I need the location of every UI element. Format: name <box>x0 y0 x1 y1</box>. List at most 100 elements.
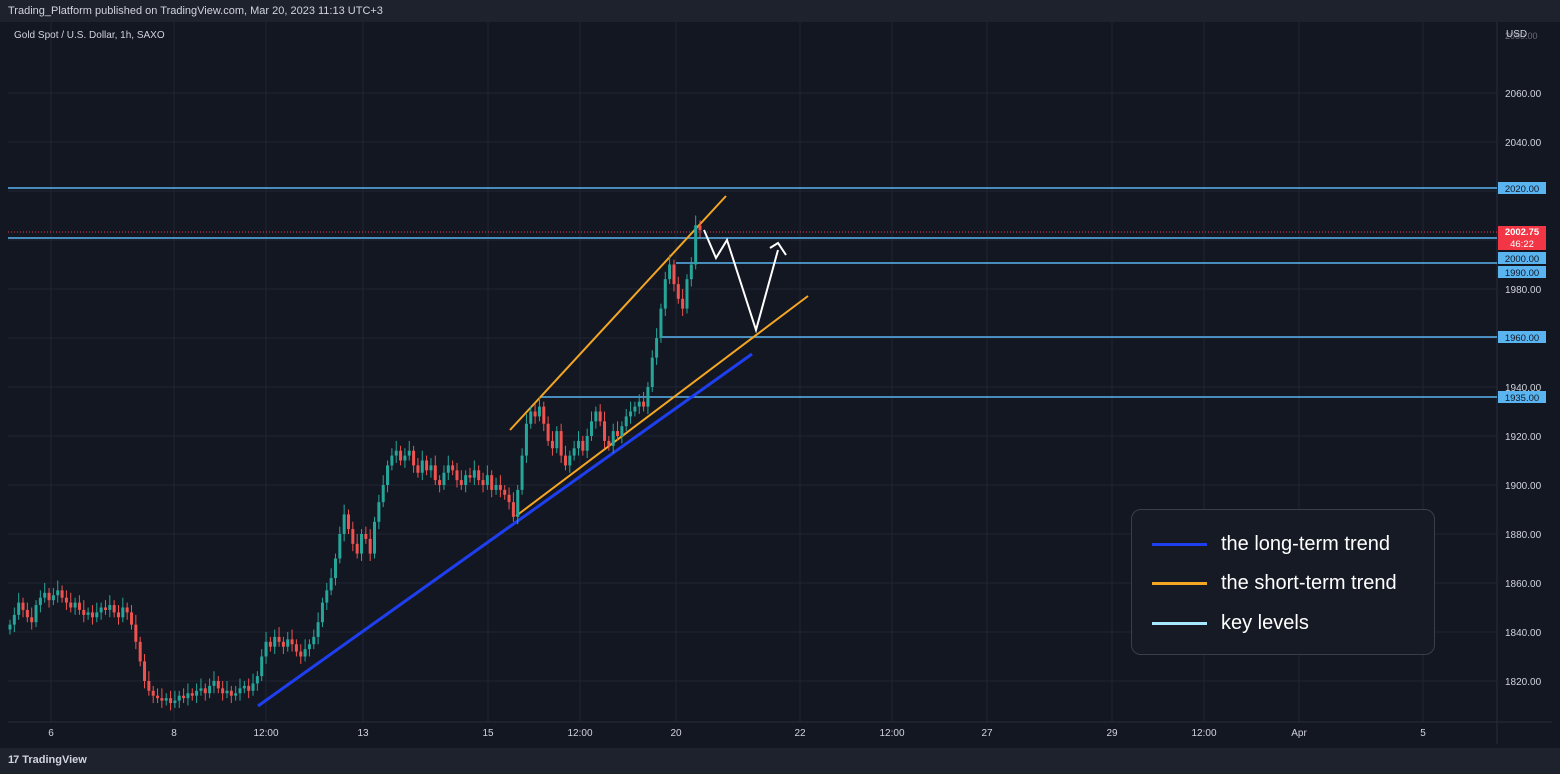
candle-body <box>212 681 216 686</box>
candle-body <box>555 431 559 449</box>
candle-body <box>255 676 259 684</box>
candle-body <box>533 411 537 417</box>
price-tick-label: 1840.00 <box>1505 628 1542 639</box>
legend-item-short-term: the short-term trend <box>1152 571 1397 595</box>
publish-header: Trading_Platform published on TradingVie… <box>0 0 1560 22</box>
candle-body <box>238 688 242 694</box>
long-trend-swatch <box>1152 542 1207 546</box>
candle-body <box>451 465 455 471</box>
candle-body <box>51 595 55 601</box>
time-tick-label: 6 <box>48 728 54 739</box>
time-tick-label: 12:00 <box>879 728 904 739</box>
candle-body <box>268 641 272 647</box>
candle-body <box>64 597 68 603</box>
candle-body <box>598 411 602 422</box>
candle-body <box>425 460 429 471</box>
candle-body <box>34 605 38 623</box>
candle-body <box>125 607 129 613</box>
candle-body <box>147 681 151 691</box>
candle-body <box>221 688 225 694</box>
candle-body <box>95 612 99 618</box>
time-tick-label: 29 <box>1106 728 1118 739</box>
price-tick-label: 1900.00 <box>1505 481 1542 492</box>
tradingview-logo[interactable]: 17 TradingView <box>8 754 87 766</box>
projection-arrowhead <box>769 241 787 256</box>
candle-body <box>412 450 416 466</box>
candle-body <box>103 607 107 610</box>
time-tick-label: 8 <box>171 728 177 739</box>
current-price-tag <box>1498 226 1546 250</box>
candle-body <box>60 590 64 598</box>
candle-body <box>537 406 541 417</box>
candle-body <box>429 465 433 471</box>
price-tick-label: 1860.00 <box>1505 579 1542 590</box>
candle-body <box>77 602 81 610</box>
candle-body <box>143 661 147 681</box>
time-tick-label: 12:00 <box>253 728 278 739</box>
candle-body <box>108 605 112 610</box>
candle-body <box>260 656 264 677</box>
brand-name: TradingView <box>22 754 87 766</box>
legend-label: the long-term trend <box>1221 532 1390 555</box>
legend-item-key-levels: key levels <box>1152 611 1309 635</box>
candle-body <box>503 489 507 495</box>
candle-body <box>650 357 654 387</box>
candle-body <box>173 700 177 704</box>
candle-body <box>25 609 29 618</box>
candle-body <box>442 472 446 485</box>
countdown-label: 46:22 <box>1510 239 1534 250</box>
long-term-trend-line <box>257 352 753 708</box>
candle-body <box>663 279 667 309</box>
key-level-tag <box>1498 266 1546 278</box>
candle-body <box>17 602 21 615</box>
time-axis: 6 8 12:00 13 15 12:00 20 22 12:00 27 29 12:00 Apr 5 <box>48 728 1426 739</box>
candle-body <box>676 284 680 299</box>
candle-body <box>698 225 702 231</box>
candle-body <box>377 502 381 522</box>
candle-body <box>472 470 476 478</box>
key-levels: 2020.00 2000.00 1990.00 1960.00 1935.00 2002.… <box>8 182 1546 404</box>
publish-line: Trading_Platform published on TradingVie… <box>8 5 383 17</box>
candle-body <box>342 514 346 534</box>
candle-body <box>416 465 420 473</box>
legend-item-long-term: the long-term trend <box>1152 532 1390 556</box>
candle-body <box>134 624 138 642</box>
candle-body <box>373 521 377 554</box>
candle-body <box>203 688 207 694</box>
price-tick-label: 1880.00 <box>1505 530 1542 541</box>
key-level-tag-label: 1935.00 <box>1505 393 1539 404</box>
candle-body <box>455 470 459 481</box>
candle-body <box>642 401 646 407</box>
price-tick-label: 1940.00 <box>1505 383 1542 394</box>
candle-body <box>307 644 311 650</box>
candle-body <box>581 440 585 451</box>
projection-line <box>703 229 779 334</box>
candle-body <box>216 681 220 689</box>
candle-body <box>160 698 164 701</box>
candle-body <box>485 475 489 485</box>
candle-body <box>603 421 607 441</box>
symbol-info[interactable]: Gold Spot / U.S. Dollar, 1h, SAXO <box>14 30 165 41</box>
tradingview-mark-icon: 17 <box>8 754 19 766</box>
candle-body <box>190 693 194 696</box>
time-tick-label: 15 <box>482 728 494 739</box>
candle-body <box>689 264 693 280</box>
candle-body <box>242 685 246 689</box>
candle-body <box>446 465 450 473</box>
candle-body <box>346 514 350 530</box>
key-level-tag-label: 1960.00 <box>1505 333 1539 344</box>
candle-body <box>12 614 16 625</box>
candle-body <box>86 612 90 615</box>
candle-body <box>655 338 659 358</box>
candle-body <box>381 485 385 503</box>
candle-body <box>264 641 268 657</box>
projection-path <box>703 229 787 334</box>
price-tick-label: 2060.00 <box>1505 89 1542 100</box>
candle-body <box>294 644 298 652</box>
candle-body <box>459 480 463 485</box>
price-tick-label: 1920.00 <box>1505 432 1542 443</box>
candle-body <box>299 651 303 657</box>
key-level-tag <box>1498 252 1546 264</box>
candle-body <box>273 636 277 647</box>
